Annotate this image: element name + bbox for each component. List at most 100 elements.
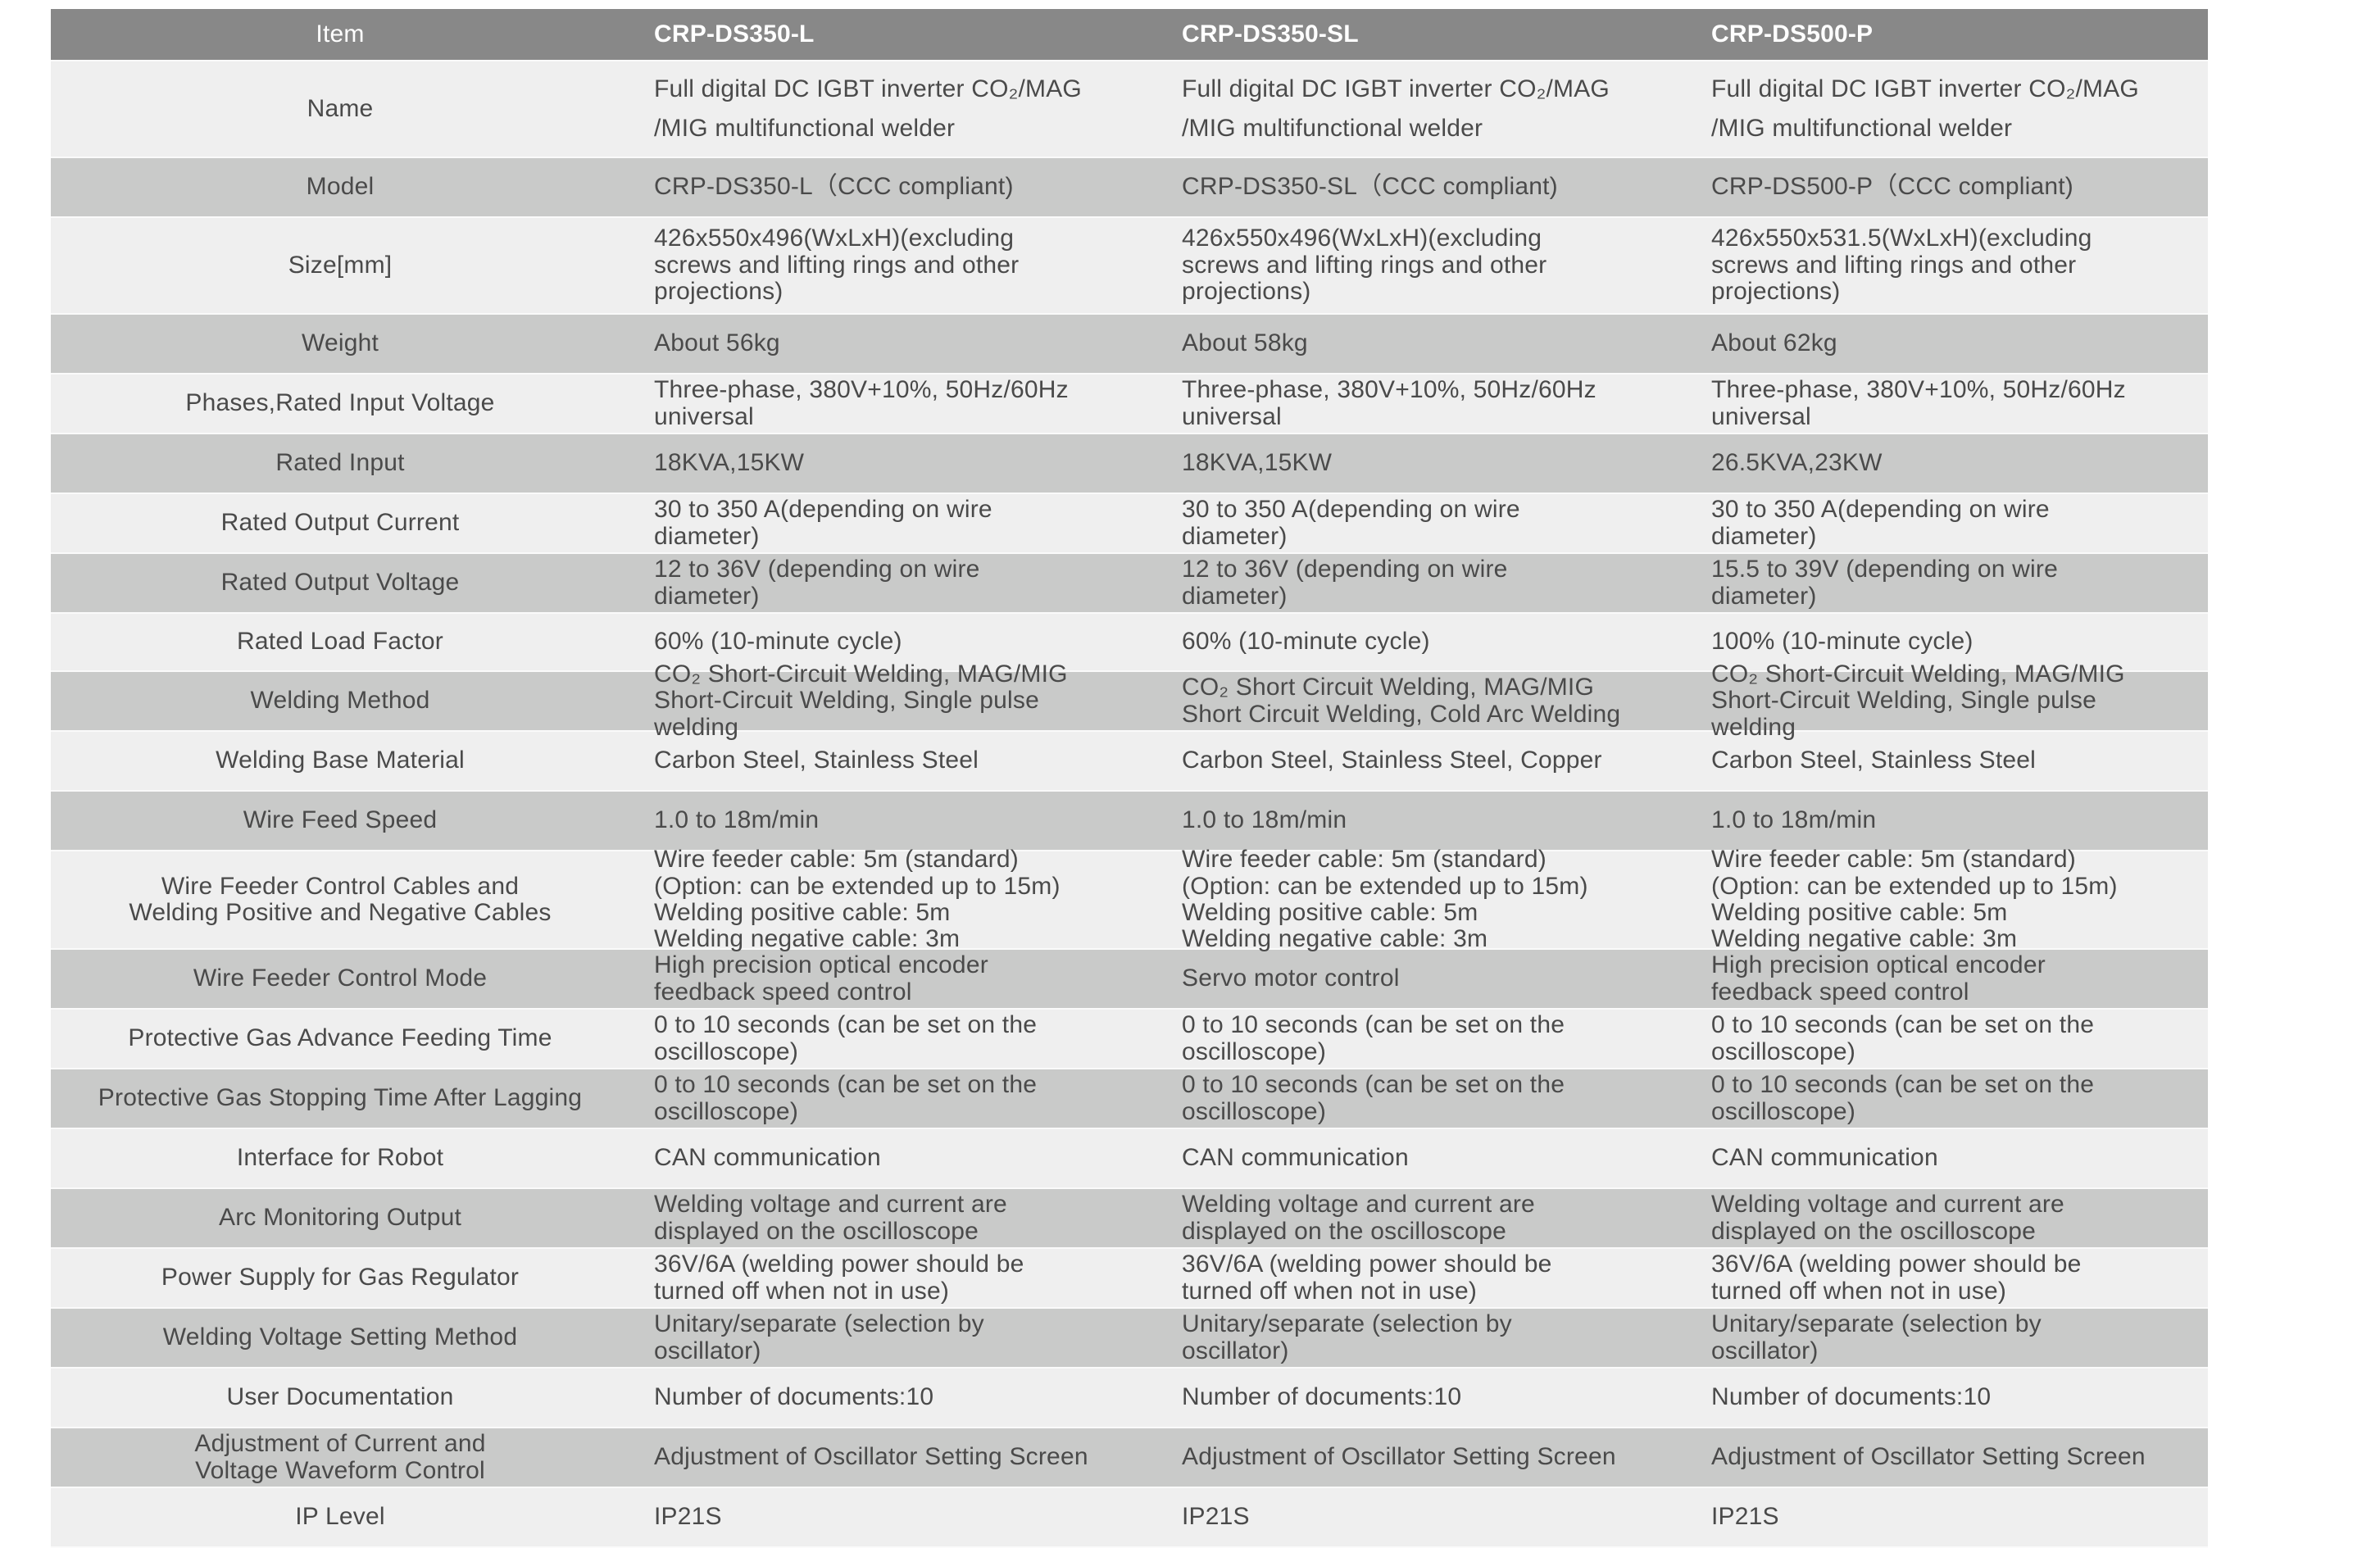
row-value-model-3: Full digital DC IGBT inverter CO₂/MAG /M… [1711, 75, 2139, 142]
spec-table: Item CRP-DS350-L CRP-DS350-SL CRP-DS500-… [51, 9, 2208, 1548]
row-label: Rated Output Current [220, 509, 460, 537]
row-value-model-1: CRP-DS350-L（CCC compliant) [654, 173, 1014, 201]
row-label: Rated Input [275, 449, 405, 477]
row-label: Weight [301, 329, 379, 357]
row-value-model-2: 0 to 10 seconds (can be set on the oscil… [1182, 1011, 1565, 1065]
row-value-model-2: Welding voltage and current are displaye… [1182, 1191, 1535, 1245]
row-value-model-2: 1.0 to 18m/min [1182, 806, 1347, 834]
row-value-model-1: IP21S [654, 1503, 722, 1531]
row-value-model-3: Adjustment of Oscillator Setting Screen [1711, 1443, 2146, 1471]
row-value-model-1: About 56kg [654, 329, 780, 357]
table-row: Wire Feed Speed 1.0 to 18m/min 1.0 to 18m/… [51, 792, 2208, 851]
header-model-2: CRP-DS350-SL [1182, 20, 1359, 48]
row-value-model-3: Carbon Steel, Stainless Steel [1711, 747, 2037, 774]
row-value-model-2: Three-phase, 380V+10%, 50Hz/60Hz univers… [1182, 376, 1597, 430]
row-label: Adjustment of Current and Voltage Wavefo… [194, 1430, 486, 1484]
row-value-model-1: 426x550x496(WxLxH)(excluding screws and … [654, 225, 1020, 306]
row-label: Model [306, 173, 375, 201]
table-row: Name Full digital DC IGBT inverter CO₂/MA… [51, 61, 2208, 158]
row-label: Name [307, 95, 374, 122]
row-value-model-1: Number of documents:10 [654, 1383, 934, 1411]
table-row: Protective Gas Stopping Time After Laggi… [51, 1069, 2208, 1129]
row-value-model-2: 426x550x496(WxLxH)(excluding screws and … [1182, 225, 1547, 306]
row-value-model-3: IP21S [1711, 1503, 1779, 1531]
table-row: Protective Gas Advance Feeding Time 0 to … [51, 1010, 2208, 1069]
table-row: Rated Input 18KVA,15KW 18KVA,15KW 26.5KVA,2… [51, 434, 2208, 494]
row-value-model-1: Unitary/separate (selection by oscillato… [654, 1310, 984, 1364]
row-value-model-2: 18KVA,15KW [1182, 449, 1333, 477]
table-body: Name Full digital DC IGBT inverter CO₂/MA… [51, 61, 2208, 1548]
table-row: Weight About 56kg About 58kg About 62kg [51, 315, 2208, 375]
row-value-model-3: Number of documents:10 [1711, 1383, 1992, 1411]
row-label: IP Level [295, 1503, 385, 1531]
row-value-model-2: 36V/6A (welding power should be turned o… [1182, 1251, 1552, 1305]
table-row: Arc Monitoring Output Welding voltage and… [51, 1189, 2208, 1249]
table-header: Item CRP-DS350-L CRP-DS350-SL CRP-DS500-… [51, 9, 2208, 61]
row-label: Rated Load Factor [237, 628, 443, 656]
table-row: Wire Feeder Control Mode High precision o… [51, 950, 2208, 1010]
row-value-model-3: CO₂ Short-Circuit Welding, MAG/MIG Short… [1711, 660, 2125, 741]
row-value-model-1: 18KVA,15KW [654, 449, 805, 477]
row-value-model-1: CAN communication [654, 1144, 881, 1172]
row-value-model-3: 1.0 to 18m/min [1711, 806, 1877, 834]
row-label: Phases,Rated Input Voltage [185, 389, 495, 417]
row-value-model-1: Welding voltage and current are displaye… [654, 1191, 1007, 1245]
row-value-model-3: 26.5KVA,23KW [1711, 449, 1883, 477]
row-value-model-2: IP21S [1182, 1503, 1250, 1531]
row-value-model-3: CRP-DS500-P（CCC compliant) [1711, 173, 2073, 201]
row-value-model-1: 0 to 10 seconds (can be set on the oscil… [654, 1011, 1038, 1065]
row-value-model-1: Adjustment of Oscillator Setting Screen [654, 1443, 1088, 1471]
row-value-model-3: 0 to 10 seconds (can be set on the oscil… [1711, 1011, 2095, 1065]
table-row: Interface for Robot CAN communication CAN … [51, 1129, 2208, 1189]
row-label: Wire Feeder Control Mode [193, 965, 488, 992]
row-value-model-3: Welding voltage and current are displaye… [1711, 1191, 2064, 1245]
row-value-model-3: Three-phase, 380V+10%, 50Hz/60Hz univers… [1711, 376, 2126, 430]
row-value-model-2: CAN communication [1182, 1144, 1409, 1172]
row-value-model-1: Carbon Steel, Stainless Steel [654, 747, 979, 774]
row-value-model-2: 0 to 10 seconds (can be set on the oscil… [1182, 1071, 1565, 1125]
header-item: Item [316, 20, 365, 48]
table-row: Size[mm] 426x550x496(WxLxH)(excluding scr… [51, 218, 2208, 315]
row-value-model-3: 30 to 350 A(depending on wire diameter) [1711, 496, 2050, 550]
row-value-model-1: 1.0 to 18m/min [654, 806, 820, 834]
table-row: Rated Output Voltage 12 to 36V (depending… [51, 554, 2208, 614]
table-row: Welding Method CO₂ Short-Circuit Welding,… [51, 660, 2208, 741]
header-model-3: CRP-DS500-P [1711, 20, 1874, 48]
row-value-model-2: 12 to 36V (depending on wire diameter) [1182, 556, 1508, 610]
row-label: Wire Feed Speed [243, 806, 438, 834]
row-value-model-3: 36V/6A (welding power should be turned o… [1711, 1251, 2082, 1305]
row-value-model-3: Unitary/separate (selection by oscillato… [1711, 1310, 2042, 1364]
row-value-model-3: 15.5 to 39V (depending on wire diameter) [1711, 556, 2058, 610]
header-model-1: CRP-DS350-L [654, 20, 815, 48]
row-value-model-2: CO₂ Short Circuit Welding, MAG/MIG Short… [1182, 674, 1621, 728]
row-value-model-2: Full digital DC IGBT inverter CO₂/MAG /M… [1182, 75, 1610, 142]
table-row: Welding Base Material Carbon Steel, Stain… [51, 732, 2208, 792]
row-value-model-1: Wire feeder cable: 5m (standard) (Option… [654, 846, 1061, 953]
row-value-model-1: 60% (10-minute cycle) [654, 628, 902, 656]
row-label: Power Supply for Gas Regulator [161, 1264, 520, 1292]
table-row: Phases,Rated Input Voltage Three-phase, 3… [51, 375, 2208, 434]
row-value-model-3: About 62kg [1711, 329, 1837, 357]
table-row: Wire Feeder Control Cables and Welding P… [51, 846, 2208, 953]
row-value-model-2: 60% (10-minute cycle) [1182, 628, 1430, 656]
row-value-model-2: Adjustment of Oscillator Setting Screen [1182, 1443, 1616, 1471]
row-label: Interface for Robot [236, 1144, 444, 1172]
row-label: Arc Monitoring Output [219, 1204, 461, 1232]
table-row: Power Supply for Gas Regulator 36V/6A (we… [51, 1249, 2208, 1309]
row-value-model-1: CO₂ Short-Circuit Welding, MAG/MIG Short… [654, 660, 1068, 741]
row-label: Welding Base Material [216, 747, 465, 774]
row-value-model-3: CAN communication [1711, 1144, 1938, 1172]
row-value-model-2: Servo motor control [1182, 965, 1400, 992]
row-value-model-2: CRP-DS350-SL（CCC compliant) [1182, 173, 1558, 201]
row-value-model-3: High precision optical encoder feedback … [1711, 951, 2046, 1006]
row-value-model-2: Unitary/separate (selection by oscillato… [1182, 1310, 1512, 1364]
row-value-model-2: Wire feeder cable: 5m (standard) (Option… [1182, 846, 1588, 953]
row-value-model-1: 36V/6A (welding power should be turned o… [654, 1251, 1024, 1305]
row-value-model-1: 12 to 36V (depending on wire diameter) [654, 556, 980, 610]
row-value-model-1: Full digital DC IGBT inverter CO₂/MAG /M… [654, 75, 1082, 142]
row-label: Protective Gas Stopping Time After Laggi… [98, 1084, 583, 1112]
row-value-model-2: Carbon Steel, Stainless Steel, Copper [1182, 747, 1602, 774]
row-label: Welding Voltage Setting Method [162, 1323, 518, 1351]
row-value-model-2: 30 to 350 A(depending on wire diameter) [1182, 496, 1520, 550]
row-value-model-2: About 58kg [1182, 329, 1308, 357]
